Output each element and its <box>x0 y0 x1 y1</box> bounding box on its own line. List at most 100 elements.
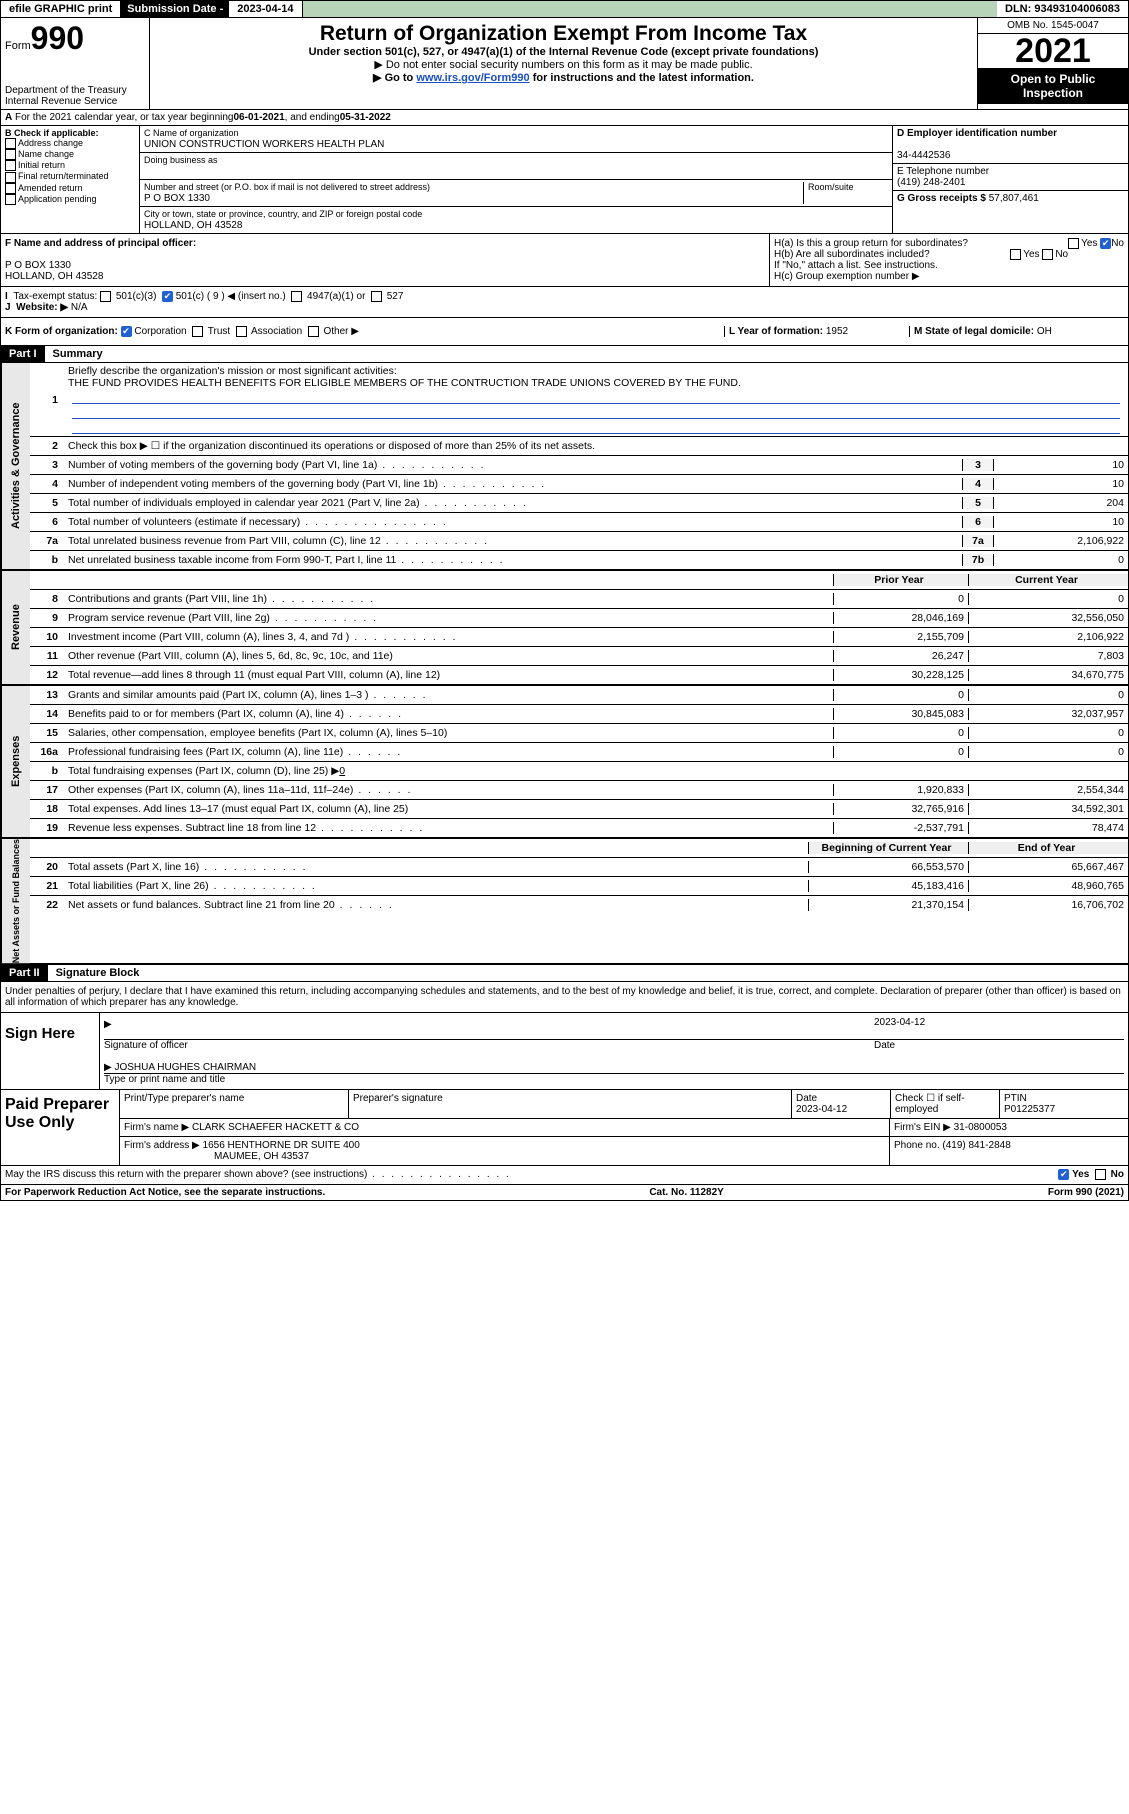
vtab-netassets: Net Assets or Fund Balances <box>1 839 30 963</box>
hdr-beg: Beginning of Current Year <box>808 842 968 854</box>
phone: (419) 248-2401 <box>897 177 965 188</box>
chk-name[interactable] <box>5 149 16 160</box>
l7b-desc: Net unrelated business taxable income fr… <box>64 552 962 568</box>
footer: For Paperwork Reduction Act Notice, see … <box>0 1185 1129 1201</box>
f-block: F Name and address of principal officer:… <box>1 234 769 286</box>
l3-val: 10 <box>993 459 1128 471</box>
discuss-no-label: No <box>1111 1170 1124 1181</box>
l17-prior: 1,920,833 <box>833 784 968 796</box>
ha-val: No <box>1111 238 1124 249</box>
l-label: L Year of formation: <box>729 326 826 337</box>
b-opt-final: Final return/terminated <box>18 171 109 181</box>
l5-val: 204 <box>993 497 1128 509</box>
l2-desc: Check this box ▶ ☐ if the organization d… <box>64 438 1128 454</box>
l22-curr: 16,706,702 <box>968 899 1128 911</box>
sign-date-label: Date <box>874 1040 1124 1051</box>
k-other[interactable] <box>308 326 319 337</box>
i-501c[interactable]: ✔ <box>162 291 173 302</box>
l16b-desc: Total fundraising expenses (Part IX, col… <box>64 763 833 779</box>
part1-tag: Part I <box>1 346 45 362</box>
i-block: I Tax-exempt status: 501(c)(3) ✔ 501(c) … <box>1 287 770 317</box>
l-val: 1952 <box>826 326 848 337</box>
chk-initial[interactable] <box>5 160 16 171</box>
i-501c3[interactable] <box>100 291 111 302</box>
i-527[interactable] <box>371 291 382 302</box>
l15-curr: 0 <box>968 727 1128 739</box>
b-label: B Check if applicable: <box>5 128 99 138</box>
gross-receipts: 57,807,461 <box>989 193 1039 204</box>
klm-row: K Form of organization: ✔ Corporation Tr… <box>0 318 1129 346</box>
k-assoc[interactable] <box>236 326 247 337</box>
k-block: K Form of organization: ✔ Corporation Tr… <box>5 326 724 337</box>
i-4947[interactable] <box>291 291 302 302</box>
chk-amended[interactable] <box>5 183 16 194</box>
l12-curr: 34,670,775 <box>968 669 1128 681</box>
b-opt-initial: Initial return <box>18 160 65 170</box>
f-label: F Name and address of principal officer: <box>5 238 196 249</box>
ha-no[interactable]: ✔ <box>1100 238 1111 249</box>
i-opt0: 501(c)(3) <box>116 291 157 302</box>
l13-prior: 0 <box>833 689 968 701</box>
l10-prior: 2,155,709 <box>833 631 968 643</box>
firm-addr2: MAUMEE, OH 43537 <box>214 1151 309 1162</box>
m-label: M State of legal domicile: <box>914 326 1037 337</box>
l17-curr: 2,554,344 <box>968 784 1128 796</box>
h-b: H(b) Are all subordinates included? <box>774 249 930 260</box>
form-subtitle: Under section 501(c), 527, or 4947(a)(1)… <box>154 46 973 58</box>
a-end: 05-31-2022 <box>340 112 391 123</box>
chk-final[interactable] <box>5 172 16 183</box>
form-note1: ▶ Do not enter social security numbers o… <box>154 58 973 71</box>
discuss-no[interactable] <box>1095 1169 1106 1180</box>
hb-no[interactable] <box>1042 249 1053 260</box>
l18-curr: 34,592,301 <box>968 803 1128 815</box>
discuss-yes[interactable]: ✔ <box>1058 1169 1069 1180</box>
b-opt-address: Address change <box>18 138 83 148</box>
ha-yes[interactable] <box>1068 238 1079 249</box>
mission-text: THE FUND PROVIDES HEALTH BENEFITS FOR EL… <box>68 377 741 389</box>
l9-desc: Program service revenue (Part VIII, line… <box>64 610 833 626</box>
org-name: UNION CONSTRUCTION WORKERS HEALTH PLAN <box>144 139 384 150</box>
l14-desc: Benefits paid to or for members (Part IX… <box>64 706 833 722</box>
l22-prior: 21,370,154 <box>808 899 968 911</box>
header: Form990 Department of the Treasury Inter… <box>0 18 1129 110</box>
j-label: Website: ▶ <box>16 302 68 313</box>
footer-right: Form 990 (2021) <box>1048 1187 1124 1198</box>
l10-curr: 2,106,922 <box>968 631 1128 643</box>
l13-curr: 0 <box>968 689 1128 701</box>
l19-prior: -2,537,791 <box>833 822 968 834</box>
l20-prior: 66,553,570 <box>808 861 968 873</box>
prep-date: 2023-04-12 <box>796 1104 847 1115</box>
k-label: K Form of organization: <box>5 326 118 337</box>
chk-pending[interactable] <box>5 194 16 205</box>
b-opt-name: Name change <box>18 149 74 159</box>
chk-address[interactable] <box>5 138 16 149</box>
l22-desc: Net assets or fund balances. Subtract li… <box>64 897 808 913</box>
firm-addr-label: Firm's address ▶ <box>124 1140 203 1151</box>
form-number: 990 <box>31 20 84 56</box>
sign-name: JOSHUA HUGHES CHAIRMAN <box>114 1062 256 1073</box>
header-mid: Return of Organization Exempt From Incom… <box>150 18 977 109</box>
header-right: OMB No. 1545-0047 2021 Open to Public In… <box>977 18 1128 109</box>
a-begin: 06-01-2021 <box>234 112 285 123</box>
hb-yes[interactable] <box>1010 249 1021 260</box>
hdr-curr: Current Year <box>968 574 1128 586</box>
prep-c1: Print/Type preparer's name <box>120 1090 349 1118</box>
k-trust[interactable] <box>192 326 203 337</box>
m-block: M State of legal domicile: OH <box>909 326 1124 337</box>
tax-year: 2021 <box>978 34 1128 68</box>
l3-desc: Number of voting members of the governin… <box>64 457 962 473</box>
prep-c3-label: Date <box>796 1093 817 1104</box>
l14-prior: 30,845,083 <box>833 708 968 720</box>
section-expenses: Expenses 13Grants and similar amounts pa… <box>0 686 1129 839</box>
l16a-prior: 0 <box>833 746 968 758</box>
efile-label[interactable]: efile GRAPHIC print <box>1 1 121 17</box>
k-corp[interactable]: ✔ <box>121 326 132 337</box>
l15-desc: Salaries, other compensation, employee b… <box>64 725 833 741</box>
part1-header: Part I Summary <box>0 346 1129 363</box>
l9-curr: 32,556,050 <box>968 612 1128 624</box>
room-label: Room/suite <box>808 182 854 192</box>
k-opt3: Other ▶ <box>323 326 358 337</box>
irs-link[interactable]: www.irs.gov/Form990 <box>416 72 529 84</box>
topbar: efile GRAPHIC print Submission Date - 20… <box>0 0 1129 18</box>
ein: 34-4442536 <box>897 150 950 161</box>
